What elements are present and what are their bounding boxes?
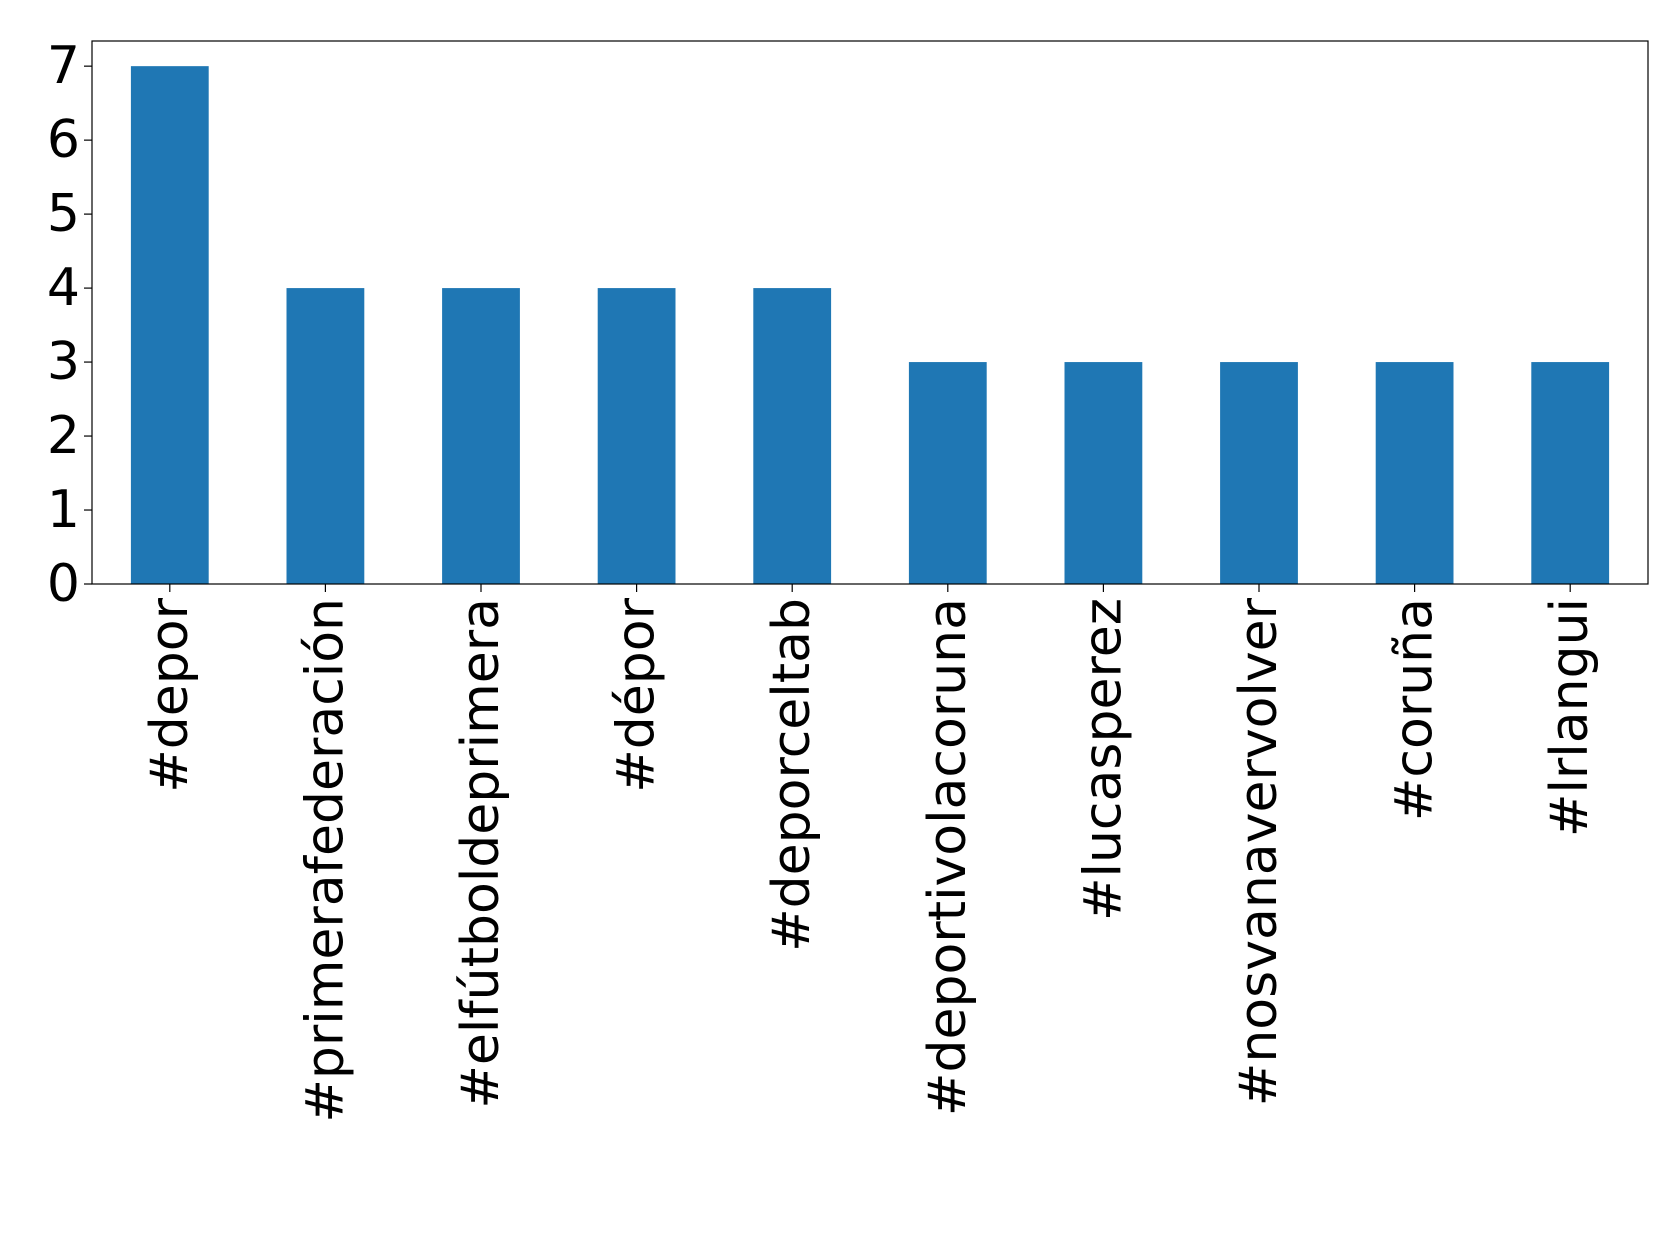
x-tick-label: #deportivolacoruna xyxy=(918,598,978,1116)
bar xyxy=(908,362,987,584)
x-tick-label: #lrlangui xyxy=(1540,598,1600,837)
bar xyxy=(1220,362,1298,584)
x-tick-label: #primerafederación xyxy=(295,598,355,1123)
y-tick-label: 1 xyxy=(47,480,80,540)
bar xyxy=(753,288,832,584)
x-tick-label: #dépor xyxy=(607,597,667,792)
y-tick-label: 6 xyxy=(47,110,80,170)
bar xyxy=(1064,362,1143,584)
bar xyxy=(1375,362,1454,584)
x-tick-label: #coruña xyxy=(1385,598,1445,821)
x-tick-label: #elfútboldeprimera xyxy=(451,598,511,1109)
bar xyxy=(597,288,676,584)
y-tick-label: 7 xyxy=(47,36,80,96)
bar xyxy=(286,288,365,584)
x-tick-label: #lucasperez xyxy=(1073,598,1133,921)
plot-frame xyxy=(91,40,1649,585)
y-tick-label: 0 xyxy=(47,554,80,614)
bar xyxy=(130,66,209,584)
x-tick-label: #nosvanavervolver xyxy=(1229,597,1289,1106)
y-tick-label: 4 xyxy=(47,258,80,318)
x-tick-label: #depor xyxy=(140,597,200,792)
bar xyxy=(442,288,520,584)
y-tick-label: 2 xyxy=(47,406,80,466)
bar xyxy=(1531,362,1610,584)
x-tick-label: #deporceltab xyxy=(762,598,822,952)
y-tick-label: 5 xyxy=(47,184,80,244)
y-tick-label: 3 xyxy=(47,332,80,392)
